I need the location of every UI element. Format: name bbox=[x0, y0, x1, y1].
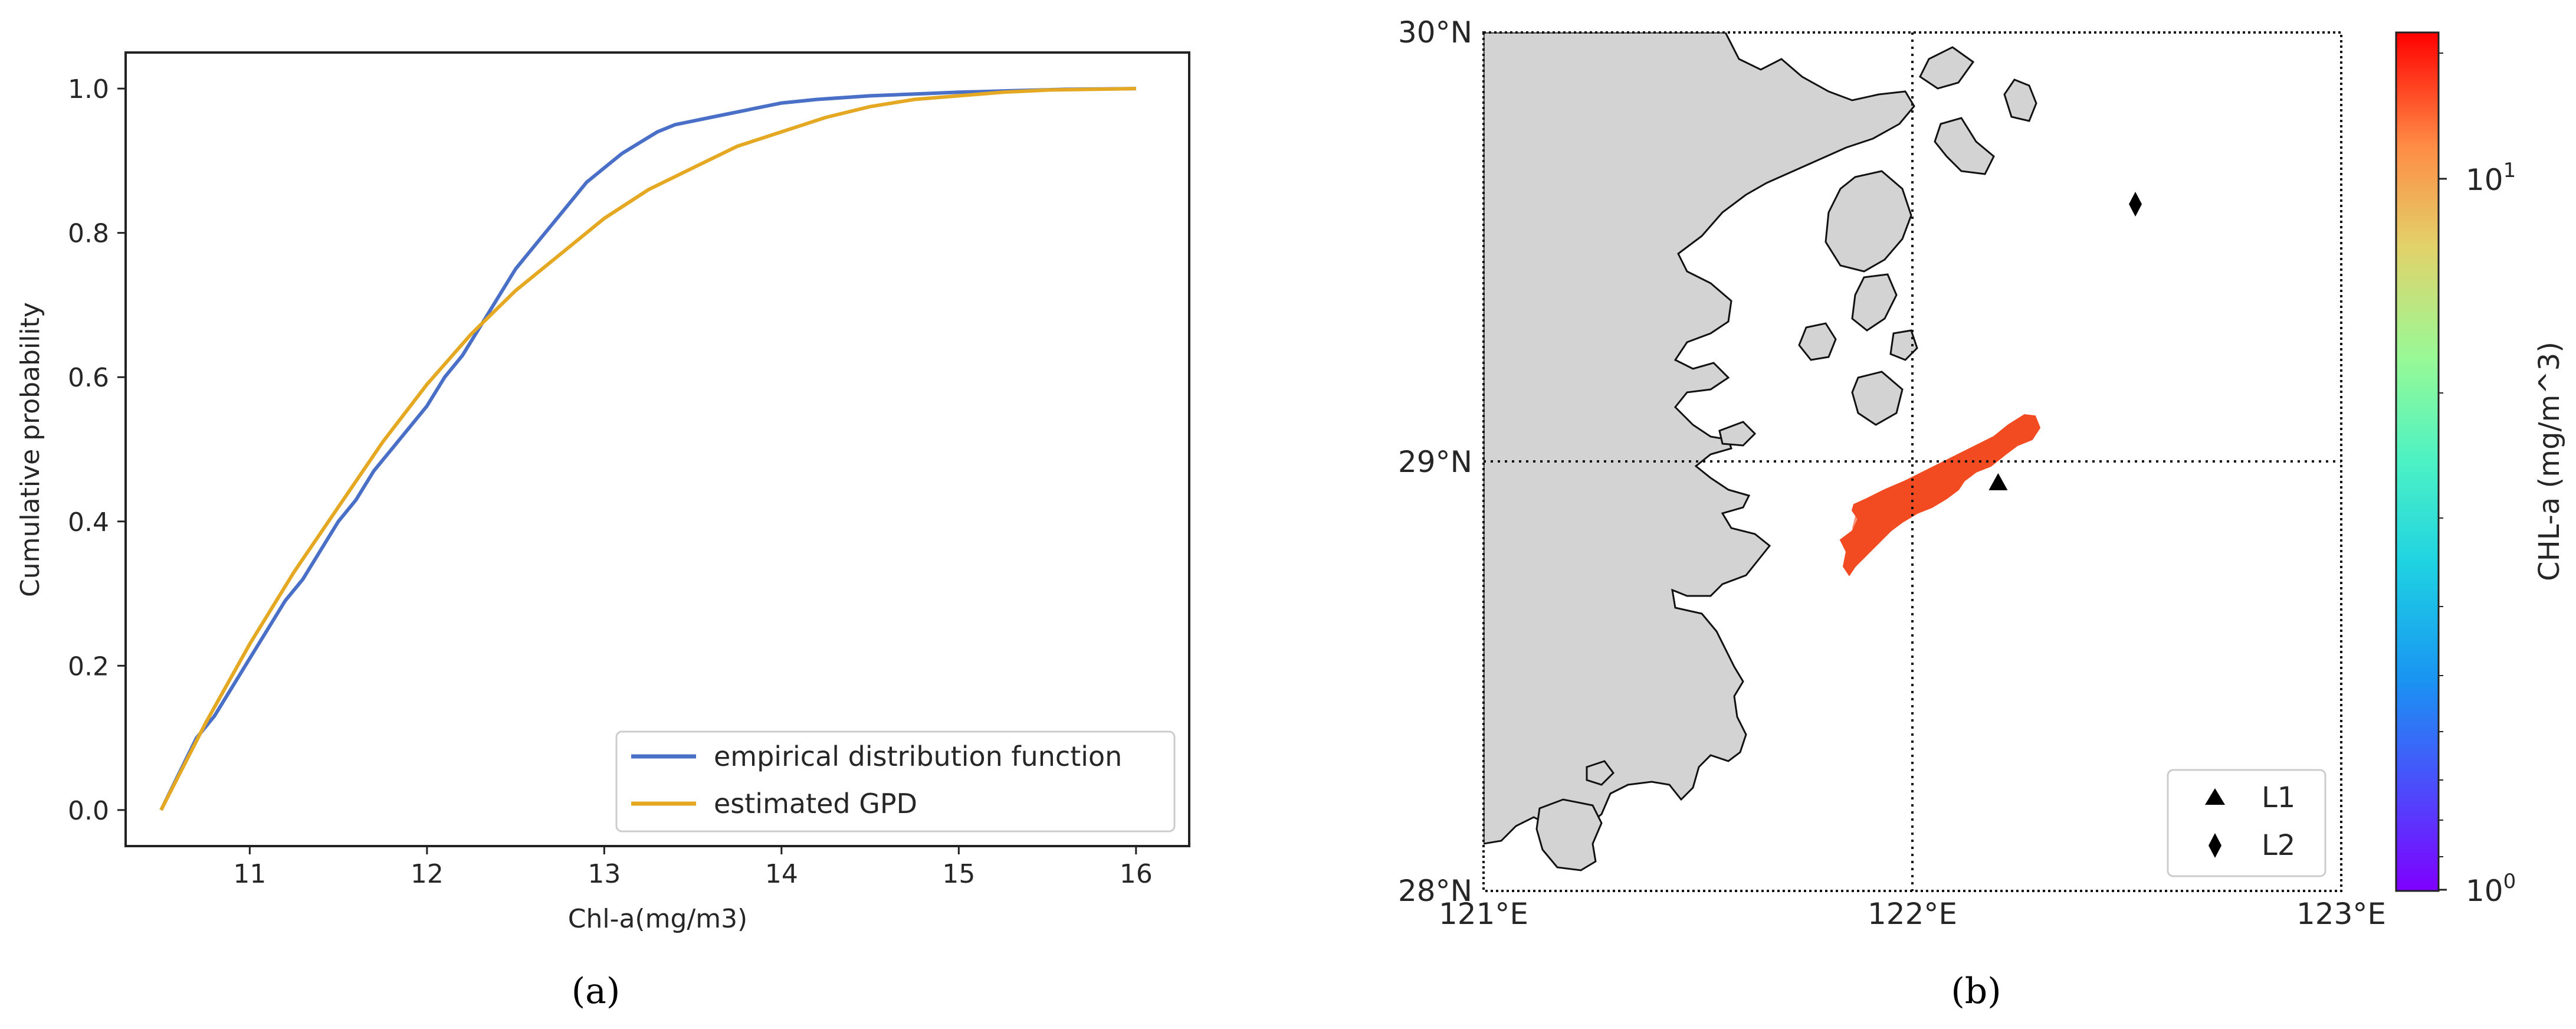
lon-tick-122: 122°E bbox=[1868, 897, 1957, 931]
x-tick-label: 16 bbox=[1120, 859, 1153, 889]
legend-label-l1: L1 bbox=[2262, 781, 2295, 814]
island-4 bbox=[1824, 170, 1912, 273]
colorbar-gradient bbox=[2395, 31, 2440, 892]
island-11 bbox=[1586, 760, 1614, 786]
x-tick-label: 14 bbox=[765, 859, 798, 889]
x-tick-label: 11 bbox=[233, 859, 266, 889]
island-2 bbox=[2003, 78, 2037, 122]
island-8 bbox=[1798, 322, 1837, 361]
island-10 bbox=[1535, 798, 1603, 871]
lon-tick-123: 123°E bbox=[2296, 897, 2386, 931]
x-axis-label: Chl-a(mg/m3) bbox=[568, 904, 747, 934]
series-line-empirical bbox=[159, 87, 1136, 811]
legend-label-l2: L2 bbox=[2262, 829, 2295, 862]
colorbar-tick-label-10: 101 bbox=[2466, 159, 2516, 197]
legend-triangle-icon bbox=[2205, 788, 2225, 805]
lon-tick-121: 121°E bbox=[1439, 897, 1528, 931]
y-tick-label: 0.4 bbox=[68, 507, 109, 538]
legend-a: empirical distribution function estimate… bbox=[615, 730, 1176, 833]
island-6 bbox=[1851, 371, 1904, 426]
land-mainland bbox=[1484, 32, 1915, 845]
colorbar-label: CHL-a (mg/m^3) bbox=[2533, 342, 2566, 581]
colorbar: 101 100 CHL-a (mg/m^3) bbox=[2395, 31, 2566, 908]
chlorophyll-bloom bbox=[1839, 414, 2041, 576]
marker-l2 bbox=[2129, 192, 2142, 217]
legend-b-box bbox=[2167, 769, 2326, 877]
y-tick-label: 0.0 bbox=[68, 796, 109, 826]
x-axis-ticks: 11 12 13 14 15 16 bbox=[233, 846, 1153, 889]
series-line-gpd bbox=[159, 87, 1136, 811]
y-axis-label: Cumulative probability bbox=[15, 302, 45, 597]
plot-a-frame bbox=[124, 51, 1190, 847]
island-1 bbox=[1919, 46, 1975, 90]
island-3 bbox=[1934, 117, 1995, 175]
island-5 bbox=[1851, 273, 1898, 332]
legend-label-empirical: empirical distribution function bbox=[714, 740, 1122, 772]
series-lines bbox=[159, 87, 1136, 811]
panel-a-caption: (a) bbox=[572, 971, 621, 1012]
island-7 bbox=[1889, 329, 1918, 361]
chlorophyll-bloom-fringe bbox=[1852, 509, 1879, 534]
lat-tick-29: 29°N bbox=[1398, 445, 1472, 479]
legend-diamond-icon bbox=[2209, 833, 2221, 858]
island-9 bbox=[1718, 421, 1757, 447]
panel-b: 121°E 122°E 123°E 30°N 29°N 28°N L1 L2 bbox=[1398, 15, 2566, 1012]
lat-tick-28: 28°N bbox=[1398, 874, 1472, 908]
panel-b-caption: (b) bbox=[1951, 971, 2001, 1012]
lat-tick-30: 30°N bbox=[1398, 15, 1472, 50]
diamond-icon bbox=[2129, 192, 2142, 217]
map-frame bbox=[1482, 31, 2342, 892]
y-axis-ticks: 0.0 0.2 0.4 0.6 0.8 1.0 bbox=[68, 74, 126, 826]
triangle-icon bbox=[1988, 473, 2008, 490]
colorbar-tick-label-1: 100 bbox=[2466, 870, 2516, 908]
map-layers bbox=[1484, 32, 2041, 871]
x-tick-label: 15 bbox=[942, 859, 975, 889]
x-tick-label: 13 bbox=[588, 859, 621, 889]
y-tick-label: 0.2 bbox=[68, 651, 109, 681]
legend-b: L1 L2 bbox=[2167, 769, 2326, 877]
marker-l1 bbox=[1988, 473, 2008, 490]
panel-a: 11 12 13 14 15 16 0.0 0.2 0.4 0.6 0.8 1.0 Chl-a(mg… bbox=[15, 51, 1190, 1012]
legend-a-box bbox=[615, 730, 1176, 833]
y-tick-label: 1.0 bbox=[68, 74, 109, 104]
x-tick-label: 12 bbox=[411, 859, 444, 889]
y-tick-label: 0.6 bbox=[68, 363, 109, 393]
legend-label-gpd: estimated GPD bbox=[714, 788, 917, 820]
y-tick-label: 0.8 bbox=[68, 219, 109, 249]
